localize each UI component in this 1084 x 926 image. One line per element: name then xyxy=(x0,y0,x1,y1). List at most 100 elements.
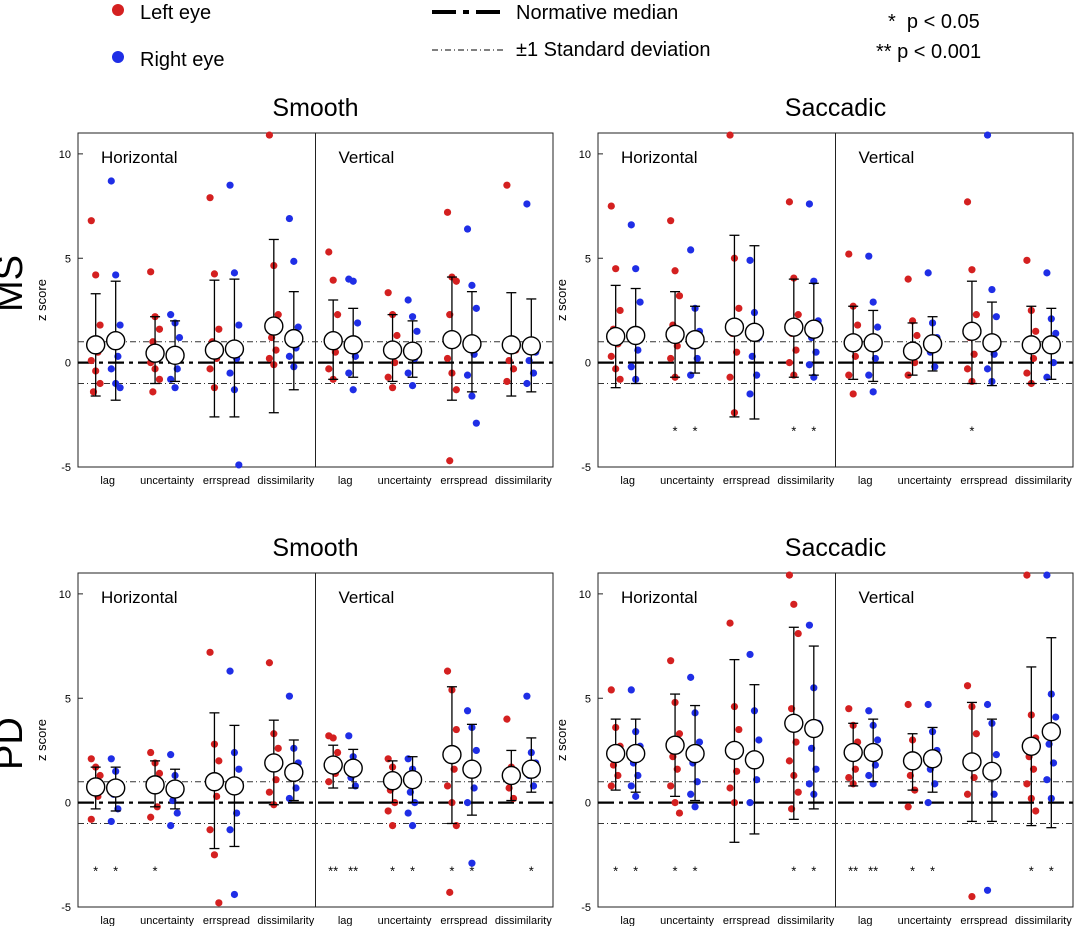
right-eye-significance: * xyxy=(633,863,638,878)
y-tick-label: 5 xyxy=(585,253,591,265)
right-eye-point xyxy=(865,252,873,260)
left-eye-mean xyxy=(442,744,462,765)
left-eye-point xyxy=(667,657,675,665)
right-eye-mean xyxy=(863,333,883,353)
left-eye-point xyxy=(155,325,164,333)
left-eye-point xyxy=(963,790,972,798)
left-eye-significance: * xyxy=(1029,863,1034,878)
left-eye-significance: * xyxy=(910,863,915,878)
right-eye-point xyxy=(345,369,353,377)
left-eye-point xyxy=(794,311,802,319)
panel-title: Saccadic xyxy=(785,94,886,122)
right-eye-significance: ** xyxy=(868,863,878,878)
right-eye-point xyxy=(983,131,992,139)
left-eye-mean xyxy=(724,740,745,761)
group-label: Vertical xyxy=(339,148,395,167)
x-tick-label: dissimilarity xyxy=(777,915,834,926)
left-eye-point xyxy=(96,379,104,388)
y-tick-label: 0 xyxy=(65,358,71,370)
right-eye-point xyxy=(988,285,996,294)
left-eye-mean xyxy=(902,341,923,361)
y-axis-label: z score xyxy=(554,719,569,761)
x-tick-label: uncertainty xyxy=(898,475,952,487)
panel-ms-smooth: Smooth z score -5 0 5 10 Horizontal lag uncertai… xyxy=(34,94,554,487)
left-eye-point xyxy=(616,306,624,315)
x-tick-label: errspread xyxy=(203,915,250,926)
left-eye-point xyxy=(443,667,452,675)
y-tick-label: -5 xyxy=(61,902,71,914)
left-eye-point xyxy=(155,375,164,383)
left-eye-mean xyxy=(442,329,462,350)
left-eye-point xyxy=(671,267,679,275)
left-eye-point xyxy=(607,202,615,210)
x-tick-label: errspread xyxy=(440,915,487,926)
right-eye-point xyxy=(175,333,184,342)
legend-median-label: Normative median xyxy=(516,2,678,24)
y-tick-label: 10 xyxy=(579,589,591,601)
row-label-ms: MS xyxy=(0,255,31,312)
x-tick-label: uncertainty xyxy=(660,475,714,487)
right-eye-point xyxy=(687,673,695,681)
right-eye-mean xyxy=(982,333,1002,353)
right-eye-point xyxy=(468,281,476,289)
y-tick-label: 10 xyxy=(59,589,71,601)
y-tick-label: -5 xyxy=(61,462,71,474)
left-eye-point xyxy=(1032,807,1040,815)
left-eye-point xyxy=(785,359,794,367)
left-eye-point xyxy=(265,788,274,796)
right-eye-point xyxy=(294,323,302,331)
left-eye-point xyxy=(849,390,857,398)
group-label: Vertical xyxy=(339,588,395,607)
right-eye-point xyxy=(226,667,234,675)
left-eye-mean xyxy=(1021,335,1042,355)
x-tick-label: dissimilarity xyxy=(777,475,834,487)
left-eye-point xyxy=(210,270,219,278)
left-eye-point xyxy=(726,373,734,381)
right-eye-point xyxy=(687,246,695,254)
left-eye-significance: * xyxy=(153,863,158,878)
left-eye-mean xyxy=(724,317,745,337)
left-eye-significance: * xyxy=(449,863,454,878)
left-eye-mean xyxy=(323,331,343,351)
left-eye-point xyxy=(667,354,675,363)
right-eye-point xyxy=(1043,571,1051,579)
left-eye-significance: ** xyxy=(328,863,338,878)
right-eye-mean xyxy=(284,328,304,349)
y-tick-label: 5 xyxy=(585,693,591,705)
right-eye-point xyxy=(746,650,754,659)
left-eye-point xyxy=(845,371,853,379)
right-eye-point xyxy=(746,799,754,807)
right-eye-mean xyxy=(343,758,363,778)
left-eye-point xyxy=(446,888,454,896)
left-eye-point xyxy=(329,276,337,284)
x-tick-label: dissimilarity xyxy=(495,475,552,487)
right-eye-point xyxy=(408,381,417,390)
right-eye-mean xyxy=(982,761,1002,782)
left-eye-point xyxy=(1023,571,1031,579)
x-tick-label: uncertainty xyxy=(140,475,194,487)
left-eye-point xyxy=(87,755,95,763)
x-tick-label: uncertainty xyxy=(140,915,194,926)
left-eye-point xyxy=(87,356,95,365)
right-eye-point xyxy=(865,371,873,379)
right-eye-point xyxy=(924,799,932,807)
left-eye-point xyxy=(393,331,401,340)
right-eye-point xyxy=(746,256,754,264)
left-eye-point xyxy=(329,734,337,742)
x-tick-label: uncertainty xyxy=(898,915,952,926)
right-eye-significance: * xyxy=(113,863,118,878)
left-eye-point xyxy=(963,682,972,690)
right-eye-point xyxy=(107,755,115,763)
right-eye-mean xyxy=(685,743,705,764)
left-eye-point xyxy=(607,352,615,360)
y-tick-label: -5 xyxy=(581,462,591,474)
x-tick-label: dissimilarity xyxy=(1015,915,1072,926)
right-eye-point xyxy=(349,386,357,394)
right-eye-point xyxy=(345,732,353,740)
right-eye-point xyxy=(116,384,124,392)
right-eye-point xyxy=(230,269,239,277)
right-eye-point xyxy=(230,890,239,899)
right-eye-point xyxy=(463,707,472,715)
right-eye-mean xyxy=(224,776,245,796)
left-eye-point xyxy=(325,248,333,256)
